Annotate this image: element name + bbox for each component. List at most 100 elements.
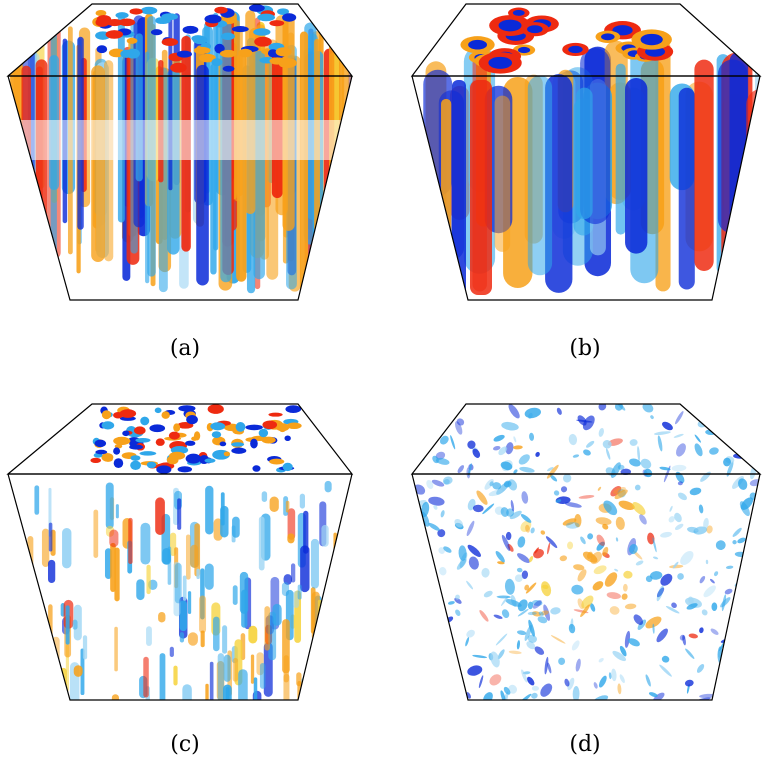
turbulence-fleck <box>595 517 612 526</box>
turbulence-fleck <box>528 555 534 563</box>
turbulence-fleck <box>479 609 489 622</box>
vortex-blob <box>12 585 21 607</box>
turbulence-fleck <box>550 607 561 615</box>
column-streak <box>470 80 492 295</box>
vortex-blob <box>303 510 309 554</box>
vortex-core <box>601 33 615 41</box>
surface-blob <box>101 421 115 430</box>
vortex-core <box>640 33 663 46</box>
turbulence-fleck <box>677 492 688 501</box>
turbulence-fleck <box>516 567 523 573</box>
turbulence-fleck <box>699 627 704 634</box>
turbulence-fleck <box>450 435 456 450</box>
turbulence-fleck <box>478 675 484 689</box>
surface-blob <box>113 436 131 446</box>
turbulence-fleck <box>749 479 760 487</box>
turbulence-fleck <box>571 640 580 651</box>
vortex-blob <box>225 687 230 700</box>
vortex-blob <box>217 653 225 700</box>
vortex-blob <box>185 534 191 580</box>
turbulence-fleck <box>412 636 427 647</box>
turbulence-fleck <box>596 534 605 546</box>
turbulence-fleck <box>535 451 540 457</box>
turbulence-fleck <box>602 440 612 449</box>
turbulence-fleck <box>517 599 528 612</box>
turbulence-fleck <box>587 533 594 540</box>
surface-blob <box>155 438 165 446</box>
turbulence-fleck <box>412 439 425 449</box>
turbulence-fleck <box>507 479 518 491</box>
turbulence-fleck <box>521 570 529 580</box>
turbulence-fleck <box>455 609 461 616</box>
turbulence-fleck <box>633 614 644 625</box>
turbulence-fleck <box>545 536 558 548</box>
surface-blob <box>250 438 258 449</box>
turbulence-fleck <box>733 614 741 623</box>
surface-blob <box>219 441 227 447</box>
vortex-core <box>527 25 543 34</box>
turbulence-fleck <box>754 592 760 600</box>
turbulence-fleck <box>698 504 704 514</box>
turbulence-fleck <box>613 486 626 494</box>
turbulence-fleck <box>577 569 587 582</box>
turbulence-fleck <box>465 637 470 647</box>
turbulence-fleck <box>671 602 677 609</box>
surface-blob <box>154 407 162 414</box>
turbulence-fleck <box>645 575 653 583</box>
turbulence-fleck <box>753 586 760 594</box>
vortex-blob <box>194 523 201 577</box>
column-top <box>214 43 225 54</box>
vortex-blob <box>321 524 329 547</box>
turbulence-fleck <box>694 409 704 416</box>
column-top <box>267 49 278 58</box>
vortex-blob <box>250 654 255 684</box>
turbulence-fleck <box>618 500 635 511</box>
turbulence-fleck <box>517 608 529 617</box>
vortex-blob <box>299 493 306 509</box>
column-top <box>238 48 253 58</box>
vortex-blob <box>174 562 182 604</box>
turbulence-fleck <box>624 603 637 610</box>
surface-blob <box>103 456 113 462</box>
column-top <box>115 12 129 19</box>
turbulence-fleck <box>493 614 503 619</box>
turbulence-fleck <box>472 504 484 513</box>
vortex-blob <box>47 559 56 584</box>
vortex-blob <box>182 575 187 601</box>
vortex-blob <box>341 633 351 653</box>
turbulence-fleck <box>659 664 672 677</box>
column-streak <box>234 20 240 202</box>
surface-blob <box>119 416 136 421</box>
turbulence-fleck <box>560 486 568 493</box>
column-top <box>278 59 296 69</box>
vortex-blob <box>283 574 292 585</box>
column-top <box>193 46 211 55</box>
turbulence-fleck <box>694 526 703 532</box>
vortex-core <box>568 45 583 54</box>
surface-blob <box>122 430 130 437</box>
surface-blob <box>211 431 222 438</box>
column-streak <box>694 59 714 271</box>
column-streak <box>196 64 209 286</box>
vortex-blob <box>346 523 352 539</box>
column-top <box>277 8 290 15</box>
turbulence-fleck <box>590 603 596 612</box>
vortex-blob <box>216 661 225 700</box>
turbulence-fleck <box>729 630 739 638</box>
turbulence-fleck <box>527 634 537 643</box>
turbulence-fleck <box>577 415 587 426</box>
vortex-blob <box>222 625 228 654</box>
surface-blob <box>286 422 302 430</box>
surface-blob <box>94 439 107 448</box>
vortex-blob <box>73 604 82 641</box>
turbulence-fleck <box>732 540 737 545</box>
turbulence-fleck <box>727 658 742 662</box>
turbulence-fleck <box>739 501 750 517</box>
surface-blob <box>95 449 108 455</box>
turbulence-fleck <box>610 485 622 497</box>
turbulence-fleck <box>527 601 534 610</box>
column-top <box>220 32 235 41</box>
turbulence-fleck <box>615 516 625 530</box>
vortex-blob <box>248 625 258 644</box>
column-top <box>275 47 292 57</box>
